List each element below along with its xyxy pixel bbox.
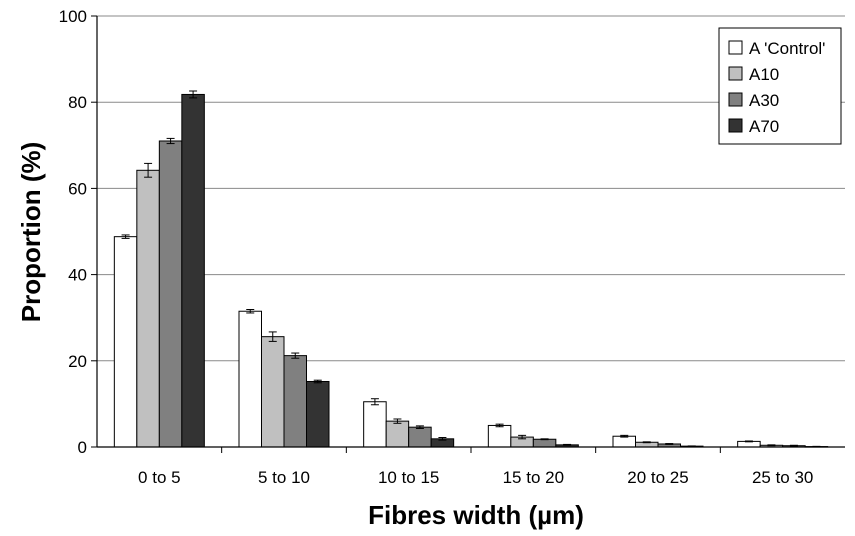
y-axis-title: Proportion (%) (16, 142, 46, 323)
error-bars (121, 90, 821, 448)
bar-a70 (306, 380, 330, 448)
bar-a-control (113, 236, 138, 448)
y-tick-label: 100 (59, 7, 87, 26)
legend-swatch (728, 40, 743, 55)
y-tick-label: 80 (68, 93, 87, 112)
x-tick-label: 15 to 20 (503, 468, 564, 487)
legend-label: A70 (749, 117, 779, 136)
legend-label: A10 (749, 65, 779, 84)
legend: A 'Control' A10 A30 A70 (718, 27, 842, 145)
y-tick-label: 40 (68, 266, 87, 285)
legend-label: A30 (749, 91, 779, 110)
bar-a-control (612, 435, 636, 448)
x-tick-labels: 0 to 5 5 to 10 10 to 15 15 to 20 20 to 25 25 … (138, 468, 813, 487)
x-tick-label: 25 to 30 (752, 468, 813, 487)
bar-a-control (238, 310, 262, 448)
bar-a30 (283, 355, 307, 448)
y-tick-label: 60 (68, 179, 87, 198)
bar-a-control (363, 401, 387, 448)
y-tick-label: 0 (78, 438, 87, 457)
bar-a10 (385, 420, 410, 448)
bar-a70 (181, 93, 205, 448)
bar-a30 (158, 140, 183, 448)
x-tick-label: 0 to 5 (138, 468, 181, 487)
legend-swatch (728, 66, 743, 81)
bar-a30 (532, 438, 557, 448)
bar-a10 (136, 169, 160, 448)
y-tick-label: 20 (68, 352, 87, 371)
bar-a30 (408, 426, 432, 448)
bar-a10 (261, 336, 285, 448)
legend-label: A 'Control' (749, 39, 825, 58)
legend-swatch (728, 118, 743, 133)
bar-a-control (487, 424, 512, 448)
x-tick-label: 5 to 10 (258, 468, 310, 487)
legend-swatch (728, 92, 743, 107)
y-tick-labels: 0 20 40 60 80 100 (59, 7, 87, 457)
x-axis-title: Fibres width (µm) (368, 500, 584, 530)
x-tick-label: 20 to 25 (627, 468, 688, 487)
axes (91, 15, 845, 453)
x-tick-label: 10 to 15 (378, 468, 439, 487)
bars (113, 93, 829, 448)
